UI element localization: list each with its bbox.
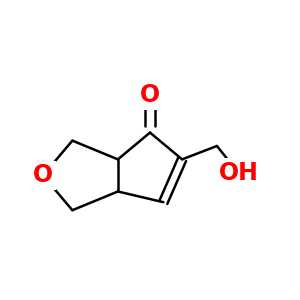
- Text: O: O: [140, 83, 160, 107]
- Text: OH: OH: [218, 161, 258, 185]
- Text: O: O: [33, 164, 53, 188]
